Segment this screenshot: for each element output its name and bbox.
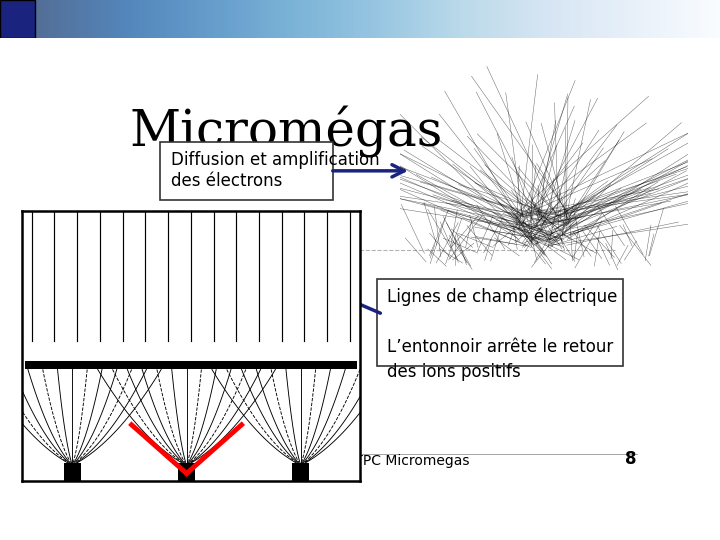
- Bar: [64, 463, 81, 481]
- Text: Cafe SEDI - 30 mars 2006: Cafe SEDI - 30 mars 2006: [101, 454, 279, 468]
- Bar: [178, 463, 195, 481]
- Text: Diffusion et amplification
des électrons: Diffusion et amplification des électrons: [171, 151, 379, 190]
- Text: 8: 8: [626, 450, 637, 468]
- Bar: [292, 463, 310, 481]
- FancyBboxPatch shape: [377, 279, 623, 366]
- Text: Micromégas: Micromégas: [129, 106, 442, 158]
- FancyBboxPatch shape: [0, 0, 35, 38]
- Text: Dan Burke - TPC Micromegas: Dan Burke - TPC Micromegas: [269, 454, 469, 468]
- FancyBboxPatch shape: [160, 141, 333, 200]
- Text: Lignes de champ électrique

L’entonnoir arrête le retour
des ions positifs: Lignes de champ électrique L’entonnoir a…: [387, 287, 617, 381]
- Bar: [25, 361, 356, 369]
